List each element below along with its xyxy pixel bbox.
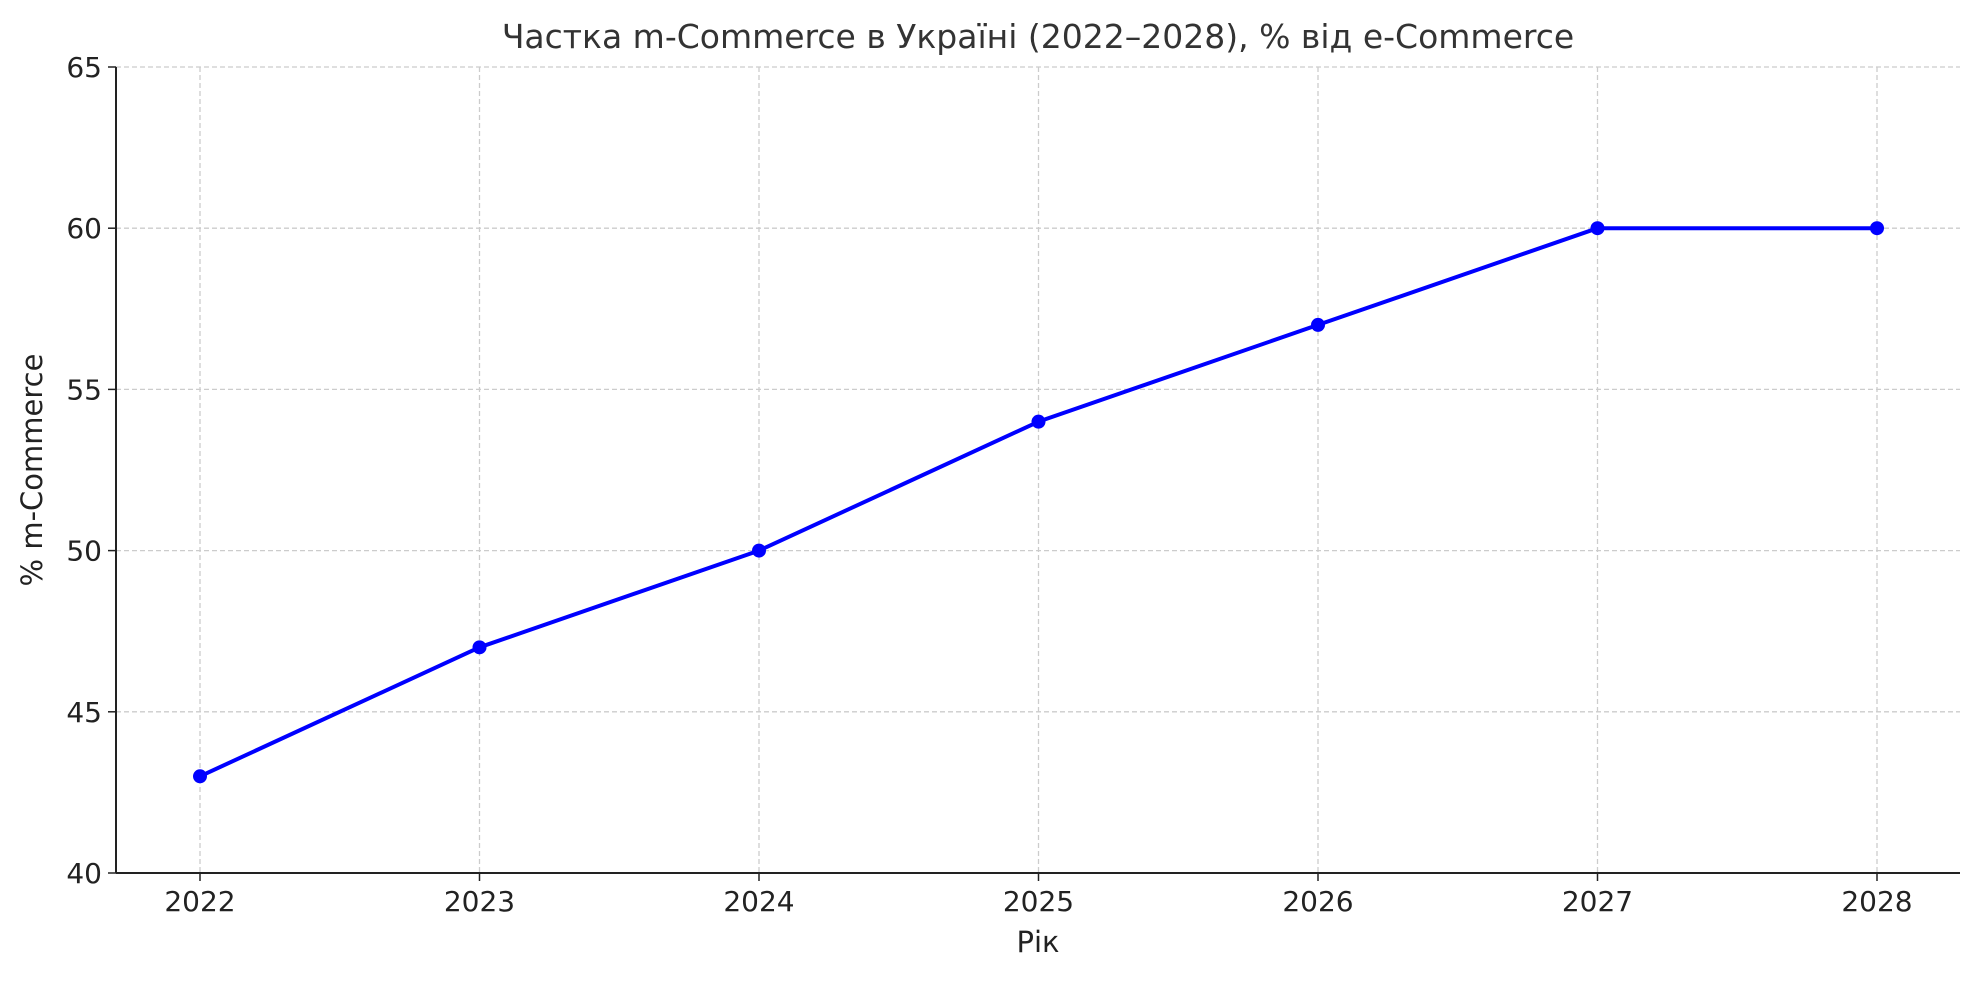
x-tick-label: 2025 [1003,885,1074,918]
grid [116,66,1960,874]
y-tick-label: 65 [66,51,102,84]
data-point [1311,317,1325,332]
x-tick-label: 2026 [1282,885,1353,918]
y-ticks: 40 45 50 55 60 65 [66,51,116,890]
x-axis-label: Рік [1016,925,1059,959]
data-points [193,221,1884,784]
x-tick-label: 2027 [1562,885,1633,918]
data-point [752,543,766,558]
data-point [1870,221,1884,236]
data-point [1031,414,1046,429]
x-ticks: 2022 2023 2024 2025 2026 2027 2028 [164,873,1913,918]
data-point [472,640,487,655]
x-tick-label: 2023 [444,885,515,918]
y-tick-label: 50 [66,535,102,568]
data-point [1590,221,1605,236]
y-tick-label: 45 [66,696,102,729]
x-tick-label: 2022 [164,885,235,918]
data-point [193,769,207,784]
y-axis-label: % m-Commerce [15,354,49,587]
y-tick-label: 55 [66,373,102,406]
x-tick-label: 2024 [723,885,794,918]
x-tick-label: 2028 [1841,885,1912,918]
chart-title: Частка m-Commerce в Україні (2022–2028),… [502,17,1574,56]
y-tick-label: 40 [66,857,102,890]
y-tick-label: 60 [66,212,102,245]
